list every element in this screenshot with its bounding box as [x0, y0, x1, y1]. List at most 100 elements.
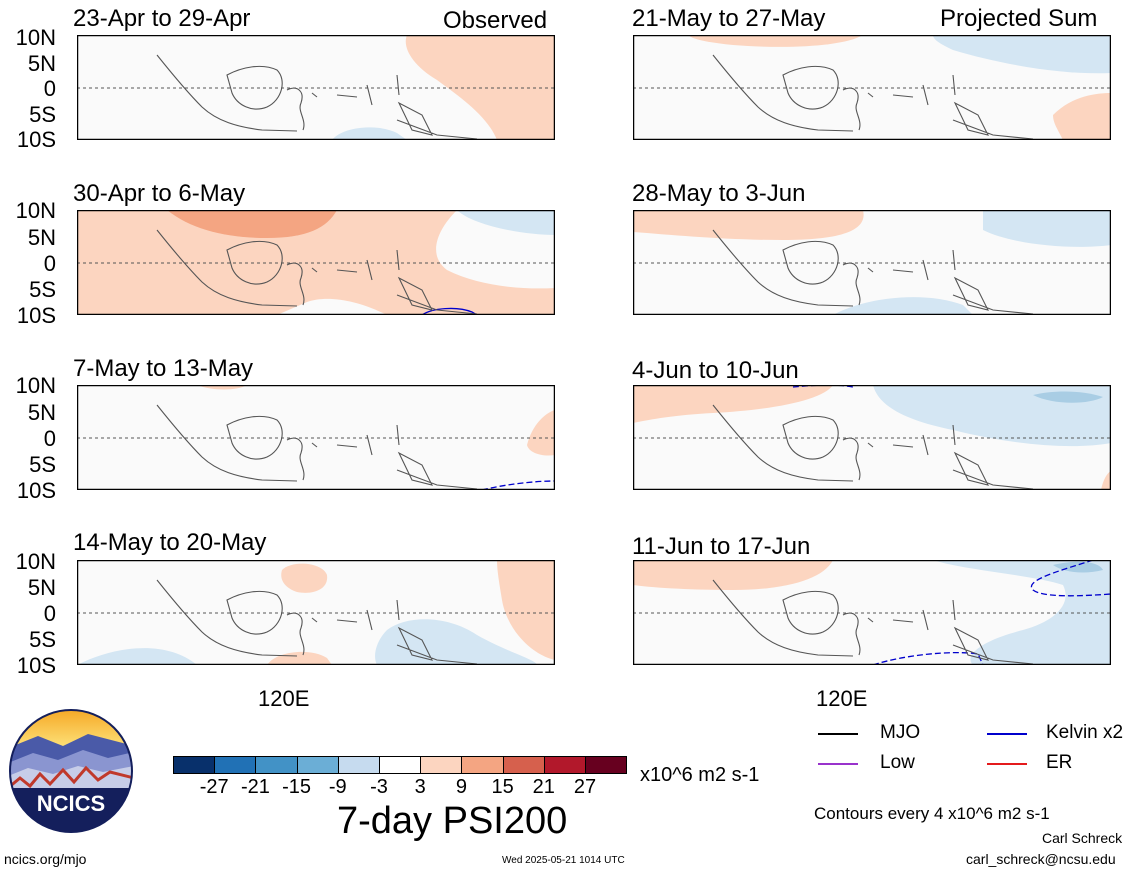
positive-anomaly: [1053, 93, 1111, 140]
lat-label-0: 0: [43, 251, 56, 276]
colorbar-tick-label: 3: [414, 776, 426, 798]
colorbar-title: 7-day PSI200: [337, 800, 568, 842]
lat-label-5s: 5S: [29, 102, 56, 127]
colorbar-swatch: [420, 756, 463, 774]
colorbar-swatch: [214, 756, 257, 774]
colorbar-tick-label: 9: [455, 776, 467, 798]
coastline: [156, 229, 478, 315]
legend-label-kelvin: Kelvin x2: [1046, 722, 1124, 743]
colorbar-tick-label: 27: [573, 776, 597, 798]
lat-label-0: 0: [43, 426, 56, 451]
colorbar-swatch: [173, 756, 216, 774]
kelvin-contour: [481, 480, 555, 490]
negative-anomaly: [457, 210, 555, 235]
negative-anomaly-strong: [1053, 561, 1103, 573]
negative-anomaly: [375, 619, 537, 665]
map-panel-1: [77, 35, 555, 140]
coastline: [156, 404, 478, 490]
lat-label-0: 0: [43, 76, 56, 101]
colorbar-tick-label: 21: [532, 776, 555, 798]
contour-note: Contours every 4 x10^6 m2 s-1: [814, 804, 1050, 823]
positive-anomaly: [1101, 471, 1111, 490]
lat-label-10s: 10S: [16, 303, 56, 328]
panel-tag-projected: Projected Sum: [940, 5, 1098, 32]
legend-label-er: ER: [1046, 752, 1073, 773]
map-panel-8: [633, 560, 1111, 665]
map-frame: [633, 35, 1111, 140]
panel-title-2: 21-May to 27-May: [632, 5, 826, 32]
lat-label-5n: 5N: [27, 400, 56, 425]
legend-line-low: [818, 763, 858, 765]
colorbar-swatch: [461, 756, 504, 774]
footer-url[interactable]: ncics.org/mjo: [4, 851, 87, 867]
map-panel-6: [633, 385, 1111, 490]
lat-label-10n: 10N: [15, 198, 56, 223]
colorbar-tick-label: -9: [328, 776, 347, 798]
negative-anomaly-strong: [1033, 391, 1103, 403]
panel-title-1: 23-Apr to 29-Apr: [73, 5, 251, 32]
lon-label-left: 120E: [258, 686, 310, 711]
colorbar-tick-label: -15: [282, 776, 312, 798]
negative-anomaly: [933, 35, 1111, 74]
colorbar-swatch: [337, 756, 380, 774]
negative-anomaly: [983, 210, 1111, 247]
kelvin-contour: [420, 307, 479, 315]
positive-anomaly: [497, 560, 555, 660]
negative-anomaly: [332, 127, 407, 140]
coastline: [712, 229, 1034, 315]
coastline: [712, 579, 1034, 665]
negative-anomaly: [833, 297, 973, 315]
positive-anomaly: [281, 563, 328, 593]
colorbar-swatch: [255, 756, 298, 774]
lat-label-10s: 10S: [16, 127, 56, 152]
map-frame: [77, 210, 555, 315]
map-panel-5: [77, 385, 555, 490]
kelvin-contour: [1030, 560, 1111, 597]
legend-line-kelvin: [987, 733, 1027, 735]
panel-title-6: 4-Jun to 10-Jun: [632, 357, 799, 384]
map-panel-4: [633, 210, 1111, 315]
positive-anomaly-strong: [167, 210, 337, 238]
colorbar-tick-label: -3: [370, 776, 388, 798]
positive-anomaly: [688, 35, 863, 47]
panel-title-4: 28-May to 3-Jun: [632, 180, 806, 207]
negative-anomaly: [77, 648, 197, 665]
legend-label-low: Low: [880, 752, 915, 773]
lat-label-5s: 5S: [29, 627, 56, 652]
footer-email[interactable]: carl_schreck@ncsu.edu: [966, 851, 1116, 867]
lat-label-0: 0: [43, 601, 56, 626]
footer-timestamp: Wed 2025-05-21 1014 UTC: [502, 855, 625, 866]
colorbar-swatch: [379, 756, 422, 774]
panel-title-7: 14-May to 20-May: [73, 529, 267, 556]
ncics-logo: NCICS: [9, 709, 133, 833]
map-frame: [633, 210, 1111, 315]
map-frame: [633, 385, 1111, 490]
coastline: [712, 54, 1034, 140]
colorbar-swatch: [585, 756, 628, 774]
coastline: [712, 404, 1034, 490]
lat-label-10n: 10N: [15, 549, 56, 574]
lat-label-10s: 10S: [16, 478, 56, 503]
lat-label-5n: 5N: [27, 51, 56, 76]
lon-label-right: 120E: [816, 686, 868, 711]
map-frame: [633, 560, 1111, 665]
map-panel-3: [77, 210, 555, 315]
colorbar-tick-label: 15: [491, 776, 514, 798]
map-frame: [77, 35, 555, 140]
positive-anomaly: [633, 385, 833, 423]
lat-label-5n: 5N: [27, 225, 56, 250]
colorbar-swatch: [502, 756, 545, 774]
lat-label-5n: 5N: [27, 575, 56, 600]
coastline: [156, 54, 478, 140]
panel-title-5: 7-May to 13-May: [73, 355, 254, 382]
positive-anomaly: [633, 210, 864, 240]
lat-label-5s: 5S: [29, 277, 56, 302]
negative-anomaly: [933, 560, 1111, 665]
colorbar-swatch: [543, 756, 586, 774]
lat-label-10s: 10S: [16, 653, 56, 678]
panel-title-8: 11-Jun to 17-Jun: [632, 533, 811, 560]
positive-anomaly: [527, 410, 555, 456]
colorbar-tick-label: -21: [240, 776, 270, 798]
lat-label-10n: 10N: [15, 25, 56, 50]
map-frame: [77, 560, 555, 665]
